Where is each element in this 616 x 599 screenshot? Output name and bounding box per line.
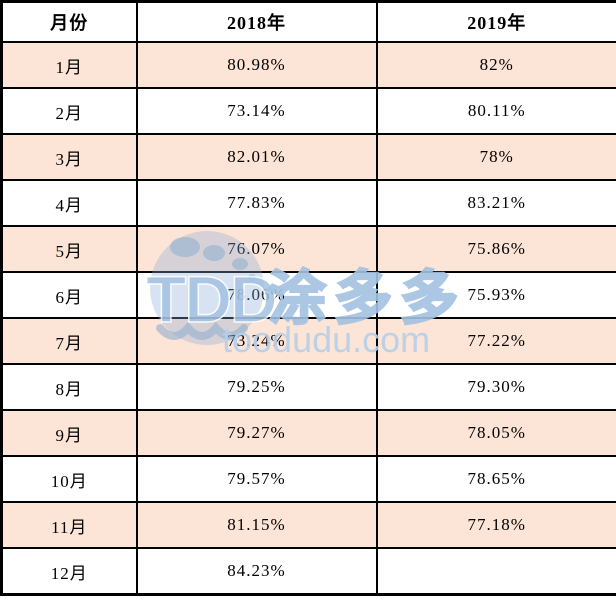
header-row: 月份 2018年 2019年 [0,0,616,43]
value-cell-2019: 75.86% [375,225,616,273]
value-cell-2019: 78.05% [375,409,616,457]
table-row: 12月 84.23% [0,547,616,596]
month-cell: 9月 [0,409,138,457]
table-row: 11月 81.15% 77.18% [0,501,616,549]
column-header-month: 月份 [0,0,138,43]
table-row: 8月 79.25% 79.30% [0,363,616,411]
value-cell-2018: 76.07% [135,225,378,273]
month-cell: 8月 [0,363,138,411]
month-cell: 7月 [0,317,138,365]
month-cell: 10月 [0,455,138,503]
value-cell-2018: 80.98% [135,41,378,89]
table-row: 1月 80.98% 82% [0,41,616,89]
value-cell-2019 [375,547,616,596]
table-row: 5月 76.07% 75.86% [0,225,616,273]
month-cell: 4月 [0,179,138,227]
value-cell-2019: 80.11% [375,87,616,135]
value-cell-2019: 82% [375,41,616,89]
table-row: 9月 79.27% 78.05% [0,409,616,457]
value-cell-2019: 75.93% [375,271,616,319]
value-cell-2018: 79.25% [135,363,378,411]
column-header-2019: 2019年 [375,0,616,43]
month-cell: 1月 [0,41,138,89]
month-cell: 3月 [0,133,138,181]
table-row: 6月 78.06% 75.93% [0,271,616,319]
value-cell-2019: 79.30% [375,363,616,411]
table-row: 7月 73.24% 77.22% [0,317,616,365]
value-cell-2018: 79.57% [135,455,378,503]
value-cell-2019: 77.22% [375,317,616,365]
value-cell-2018: 81.15% [135,501,378,549]
month-cell: 5月 [0,225,138,273]
table-row: 2月 73.14% 80.11% [0,87,616,135]
month-cell: 6月 [0,271,138,319]
month-cell: 11月 [0,501,138,549]
value-cell-2019: 83.21% [375,179,616,227]
value-cell-2018: 78.06% [135,271,378,319]
month-cell: 2月 [0,87,138,135]
column-header-2018: 2018年 [135,0,378,43]
table-row: 3月 82.01% 78% [0,133,616,181]
month-cell: 12月 [0,547,138,596]
value-cell-2019: 78% [375,133,616,181]
table-row: 4月 77.83% 83.21% [0,179,616,227]
value-cell-2018: 82.01% [135,133,378,181]
value-cell-2018: 84.23% [135,547,378,596]
table-header: 月份 2018年 2019年 [0,0,616,43]
value-cell-2019: 77.18% [375,501,616,549]
value-cell-2018: 79.27% [135,409,378,457]
table-row: 10月 79.57% 78.65% [0,455,616,503]
table-body: 1月 80.98% 82% 2月 73.14% 80.11% 3月 82.01% 78% 4月 77… [0,41,616,596]
value-cell-2018: 73.24% [135,317,378,365]
value-cell-2019: 78.65% [375,455,616,503]
value-cell-2018: 73.14% [135,87,378,135]
value-cell-2018: 77.83% [135,179,378,227]
